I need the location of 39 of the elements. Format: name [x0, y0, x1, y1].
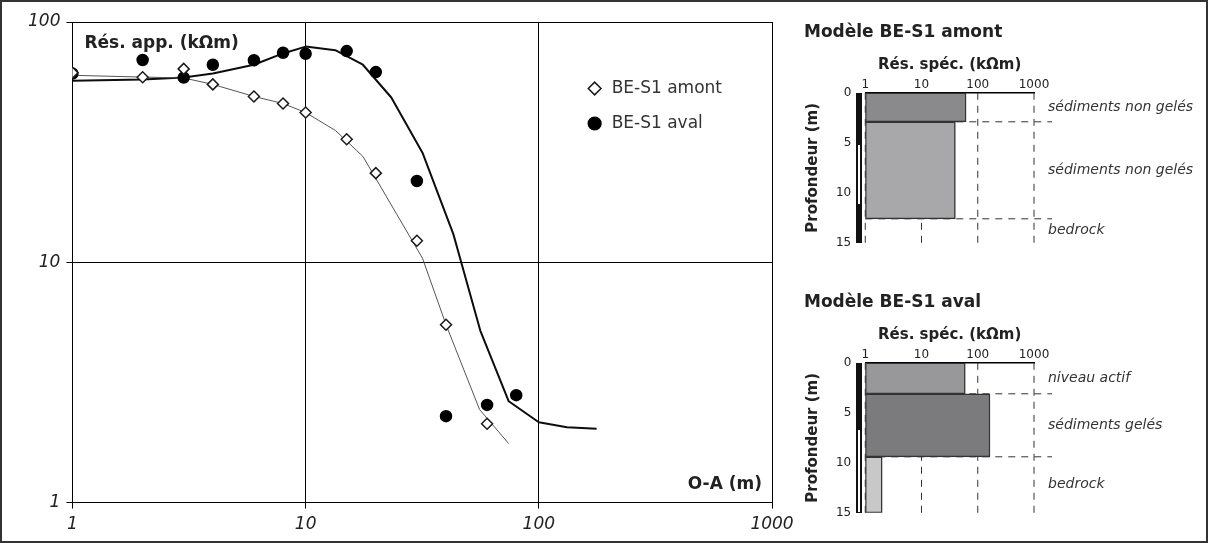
text: sédiments non gelés [1048, 97, 1194, 114]
y-axis-title: Profondeur (m) [802, 102, 821, 233]
chart-title: Modèle BE-S1 aval [804, 290, 982, 311]
y-tick-label: 0 [843, 354, 852, 369]
y-tick-label: 1 [49, 491, 61, 512]
text: bedrock [1048, 221, 1106, 238]
x-axis-title: Rés. spéc. (kΩm) [877, 325, 1022, 344]
x-tick-label: 1 [861, 346, 870, 361]
legend-label: BE-S1 aval [611, 111, 703, 132]
y-tick-label: 15 [835, 504, 852, 519]
x-tick-label: 100 [966, 346, 990, 361]
y-tick-label: 5 [843, 134, 852, 149]
x-tick-label: 1000 [1018, 76, 1050, 91]
x-tick-label: 100 [966, 76, 990, 91]
x-tick-label: 1000 [1018, 346, 1050, 361]
y-tick-label: 10 [835, 454, 852, 469]
x-axis-title: Rés. spéc. (kΩm) [877, 55, 1022, 74]
x-tick-label: 100 [522, 513, 556, 534]
x-tick-label: 1000 [750, 513, 794, 534]
x-tick-label: 10 [913, 346, 930, 361]
text: sédiments gelés [1048, 415, 1163, 432]
x-tick-label: 1 [67, 513, 78, 534]
y-tick-label: 100 [27, 10, 61, 31]
y-axis-title: Profondeur (m) [802, 372, 821, 503]
y-tick-label: 10 [835, 184, 852, 199]
y-tick-label: 15 [835, 234, 852, 249]
text: niveau actif [1048, 368, 1133, 385]
x-tick-label: 10 [294, 513, 317, 534]
y-tick-label: 0 [843, 84, 852, 99]
y-tick-label: 10 [38, 250, 61, 271]
x-tick-label: 10 [913, 76, 930, 91]
y-tick-label: 5 [843, 404, 852, 419]
legend-label: BE-S1 amont [611, 76, 723, 97]
chart-title: Modèle BE-S1 amont [804, 20, 1003, 41]
text: sédiments non gelés [1048, 160, 1194, 177]
y-axis-title: Rés. app. (kΩm) [84, 32, 239, 53]
text: bedrock [1048, 475, 1106, 492]
x-tick-label: 1 [861, 76, 870, 91]
x-axis-title: O-A (m) [687, 473, 762, 494]
